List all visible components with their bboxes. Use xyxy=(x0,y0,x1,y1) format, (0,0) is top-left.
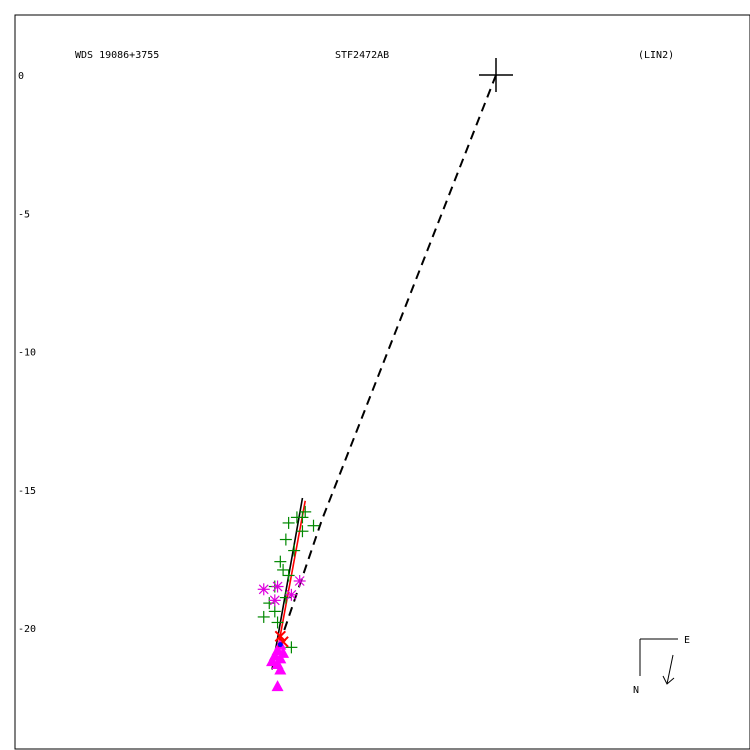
plus-point xyxy=(268,605,281,618)
asterisk-point xyxy=(293,574,306,587)
plus-point xyxy=(282,516,295,529)
dot-point xyxy=(277,642,283,648)
asterisk-point xyxy=(268,594,281,607)
plus-point xyxy=(296,525,309,538)
plus-point xyxy=(271,616,284,629)
plus-point xyxy=(307,519,320,532)
y-tick-label: -15 xyxy=(18,486,36,497)
cross-point xyxy=(274,630,287,643)
plus-point xyxy=(279,591,292,604)
y-axis-ticks: 0 -5 -10 -15 -20 xyxy=(18,71,36,635)
plus-point xyxy=(277,563,290,576)
triangle-point xyxy=(274,663,287,675)
plus-point xyxy=(257,610,270,623)
motion-arrowhead xyxy=(662,675,675,685)
header-wds-label: WDS 19086+3755 xyxy=(75,50,159,61)
y-tick-label: -20 xyxy=(18,624,36,635)
triangle-point xyxy=(271,680,284,692)
primary-star-marker xyxy=(479,58,513,92)
plus-point xyxy=(279,533,292,546)
y-tick-label: 0 xyxy=(18,71,24,82)
asterisk-point xyxy=(257,583,270,596)
plus-point xyxy=(282,569,295,582)
header-star-label: STF2472AB xyxy=(335,50,389,61)
y-tick-label: -10 xyxy=(18,348,36,359)
plus-point xyxy=(299,505,312,518)
motion-arrow xyxy=(666,654,674,685)
asterisk-point xyxy=(285,588,298,601)
observation-markers xyxy=(257,505,320,692)
plus-point xyxy=(288,544,301,557)
plus-point xyxy=(296,511,309,524)
y-tick-label: -5 xyxy=(18,209,30,220)
dashed-link-line xyxy=(282,74,497,634)
asterisk-point xyxy=(271,580,284,593)
compass-east-label: E xyxy=(684,635,690,646)
plus-point xyxy=(274,555,287,568)
fit-line xyxy=(271,497,304,670)
plot-frame xyxy=(14,14,750,750)
plus-point xyxy=(263,597,276,610)
header-method-label: (LIN2) xyxy=(638,50,674,61)
compass: E N xyxy=(633,635,690,696)
compass-north-label: N xyxy=(633,685,639,696)
plus-point xyxy=(285,641,298,654)
fit-lines xyxy=(271,74,497,670)
